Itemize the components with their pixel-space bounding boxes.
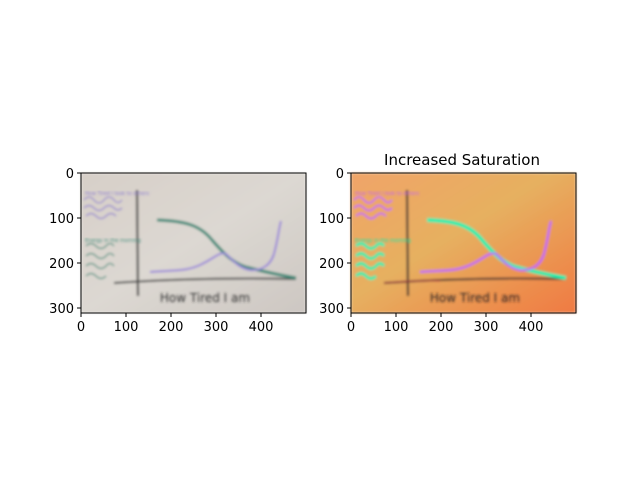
left-x-tick-0: 0 — [77, 320, 85, 335]
right-x-axis — [350, 313, 532, 317]
right-x-tick-0: 0 — [347, 320, 355, 335]
right-handwritten-ylabel-purple: How Tired I look to others — [355, 191, 420, 197]
right-y-tick-300: 300 — [319, 302, 344, 317]
right-y-tick-0: 0 — [336, 167, 344, 182]
right-image — [351, 173, 576, 313]
right-x-tick-400: 400 — [519, 320, 544, 335]
left-panel: How Tired I am How Tired I look to other… — [49, 167, 307, 335]
left-y-tick-300: 300 — [49, 302, 74, 317]
left-x-tick-300: 300 — [204, 320, 229, 335]
left-y-tick-200: 200 — [49, 257, 74, 272]
left-handwritten-ylabel-teal: Energy in the morning — [85, 238, 141, 244]
left-handwritten-xlabel: How Tired I am — [160, 291, 250, 305]
right-title: Increased Saturation — [384, 151, 540, 169]
left-image — [81, 173, 306, 313]
right-handwritten-xlabel: How Tired I am — [430, 291, 520, 305]
right-handwritten-ylabel-teal: Energy in the morning — [355, 238, 411, 244]
right-panel: Increased Saturation How Tired — [319, 151, 577, 335]
left-y-tick-100: 100 — [49, 212, 74, 227]
right-axes-frame — [350, 172, 577, 314]
right-y-tick-100: 100 — [319, 212, 344, 227]
right-x-tick-100: 100 — [384, 320, 409, 335]
right-y-axis — [347, 172, 351, 309]
left-x-axis — [80, 313, 262, 317]
left-x-tick-400: 400 — [249, 320, 274, 335]
left-y-axis — [77, 172, 81, 309]
left-x-tick-200: 200 — [159, 320, 184, 335]
left-y-tick-0: 0 — [66, 167, 74, 182]
right-x-tick-200: 200 — [429, 320, 454, 335]
left-handwritten-ylabel-purple: How Tired I look to others — [85, 191, 150, 197]
right-x-tick-300: 300 — [474, 320, 499, 335]
right-y-tick-200: 200 — [319, 257, 344, 272]
left-x-tick-100: 100 — [114, 320, 139, 335]
left-axes-frame — [80, 172, 307, 314]
